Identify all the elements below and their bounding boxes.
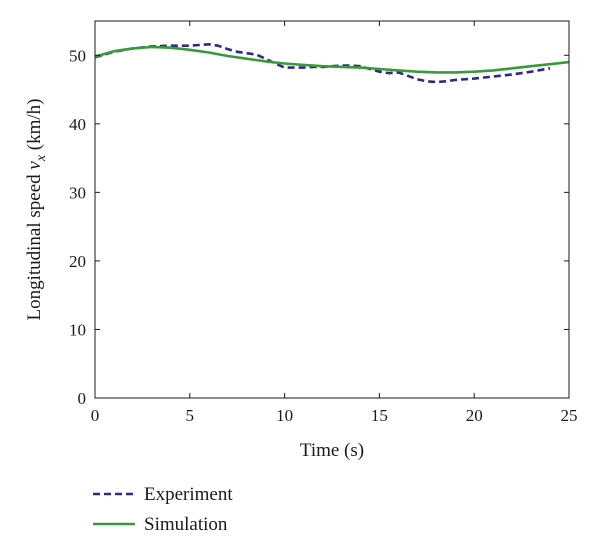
y-axis-title-variable: v [24,161,45,170]
legend-label-simulation: Simulation [144,514,228,535]
x-tick-label: 25 [561,406,578,425]
y-axis-title-subscript: x [34,154,49,162]
series-line-experiment [94,42,551,84]
y-axis-title-suffix: (km/h) [24,98,45,154]
y-tick-label: 50 [69,46,86,65]
y-tick-label: 20 [69,252,86,271]
legend: Experiment Simulation [93,484,233,535]
x-tick-label: 10 [276,406,293,425]
x-tick-label: 20 [466,406,483,425]
x-axis-title: Time (s) [300,440,364,461]
y-tick-label: 0 [78,389,87,408]
y-axis: 0 10 20 30 40 50 [69,46,569,408]
x-tick-label: 0 [91,406,100,425]
x-axis: 0 5 10 15 20 25 [91,21,578,425]
series-line-simulation [94,45,570,74]
x-tick-label: 5 [186,406,195,425]
y-tick-label: 40 [69,115,86,134]
series-layer [94,42,570,84]
legend-label-experiment: Experiment [144,484,233,505]
y-tick-label: 10 [69,320,86,339]
plot-frame [94,20,570,399]
y-tick-label: 30 [69,183,86,202]
y-axis-title-prefix: Longitudinal speed [24,170,45,321]
x-tick-label: 15 [371,406,388,425]
y-axis-title: Longitudinal speed vx (km/h) [24,98,49,320]
